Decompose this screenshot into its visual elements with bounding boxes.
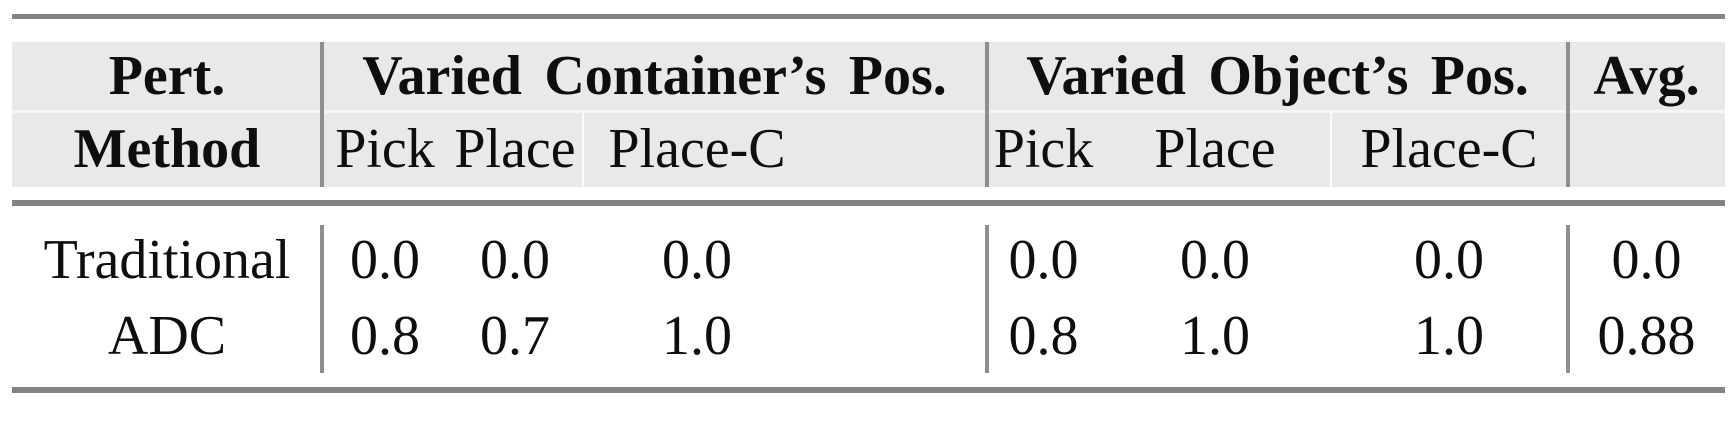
divider-method-container-header — [320, 42, 324, 187]
row-adc-object-pick: 0.8 — [1008, 305, 1079, 367]
row-adc-container-pick: 0.8 — [350, 305, 420, 367]
row-adc-object-place: 1.0 — [1180, 305, 1250, 367]
row-traditional-container-pick: 0.0 — [350, 229, 420, 291]
table-bottom-rule — [12, 387, 1725, 393]
row-adc-spacer — [812, 298, 987, 374]
header-row-separator — [12, 110, 1725, 113]
row-traditional-container-place: 0.0 — [480, 229, 550, 291]
row-traditional-object-pick: 0.0 — [1008, 229, 1079, 291]
table-header: Pert. Varied Container’s Pos. Varied Obj… — [12, 42, 1725, 187]
subheader-container-pick: Pick — [335, 117, 435, 180]
header-method: Method — [73, 117, 261, 180]
divider-method-container-body — [320, 225, 324, 373]
table-mid-rule — [12, 200, 1725, 206]
row-adc-container-place: 0.7 — [480, 305, 550, 367]
row-traditional-spacer — [812, 222, 987, 298]
header-pert: Pert. — [108, 45, 226, 107]
row-traditional-object-place-c: 0.0 — [1414, 229, 1484, 291]
row-traditional-method: Traditional — [43, 229, 291, 291]
subheader-avg-empty — [1568, 110, 1725, 187]
row-adc-object-place-c: 1.0 — [1414, 305, 1484, 367]
subheader-container-place: Place — [454, 117, 576, 180]
row-traditional-object-place: 0.0 — [1180, 229, 1250, 291]
row-adc-avg: 0.88 — [1597, 305, 1696, 367]
row-traditional-avg: 0.0 — [1611, 229, 1682, 291]
divider-object-avg-header — [1566, 42, 1570, 187]
subheader-object-place-c: Place-C — [1330, 110, 1568, 187]
subheader-spacer — [812, 110, 987, 187]
subheader-container-place-c: Place-C — [582, 110, 812, 187]
header-avg: Avg. — [1593, 45, 1700, 107]
table-body: Traditional 0.0 0.0 0.0 0.0 0.0 0.0 0.0 … — [12, 206, 1725, 387]
row-adc-method: ADC — [107, 305, 227, 367]
subheader-object-place: Place — [1154, 117, 1276, 180]
header-group-varied-container-pos: Varied Container’s Pos. — [362, 45, 947, 107]
divider-container-object-header — [985, 42, 989, 187]
subheader-object-pick: Pick — [993, 117, 1094, 180]
row-traditional-container-place-c: 0.0 — [662, 229, 732, 291]
header-group-varied-object-pos: Varied Object’s Pos. — [1026, 45, 1529, 107]
row-adc-container-place-c: 1.0 — [662, 305, 732, 367]
table-top-rule — [12, 14, 1725, 19]
divider-object-avg-body — [1566, 225, 1570, 373]
divider-container-object-body — [985, 225, 989, 373]
